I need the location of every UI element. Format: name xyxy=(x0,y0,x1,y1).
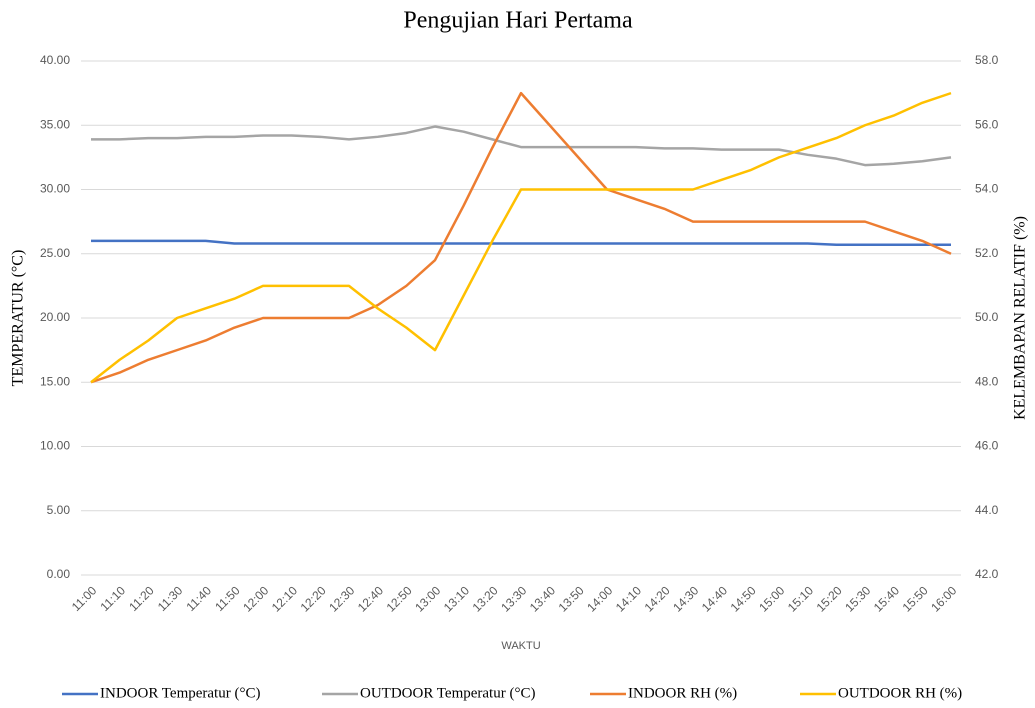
series-line xyxy=(91,125,952,167)
y-tick-label: 15.00 xyxy=(40,374,70,388)
y2-tick-label: 50.0 xyxy=(975,310,999,324)
y-tick-label: 10.00 xyxy=(40,439,70,453)
chart-title: Pengujian Hari Pertama xyxy=(403,8,633,34)
series-line xyxy=(91,239,951,247)
x-tick-label: 13:30 xyxy=(498,583,529,614)
y-tick-label: 25.00 xyxy=(40,246,70,260)
y2-tick-label: 42.0 xyxy=(975,567,999,581)
legend-label: OUTDOOR RH (%) xyxy=(838,685,962,701)
x-tick-label: 12:40 xyxy=(355,583,386,614)
x-tick-label: 13:20 xyxy=(470,583,501,614)
x-tick-label: 15:20 xyxy=(814,583,845,614)
x-tick-label: 11:10 xyxy=(98,583,129,614)
x-tick-label: 14:40 xyxy=(699,583,730,614)
x-tick-label: 12:10 xyxy=(269,583,300,614)
x-tick-label: 14:10 xyxy=(613,583,644,614)
x-tick-label: 14:30 xyxy=(670,583,701,614)
x-tick-label: 12:30 xyxy=(326,583,357,614)
y2-tick-label: 46.0 xyxy=(975,439,999,453)
x-tick-label: 12:20 xyxy=(298,583,329,614)
legend-label: INDOOR Temperatur (°C) xyxy=(100,685,260,701)
x-tick-label: 15:40 xyxy=(871,583,902,614)
y2-tick-label: 54.0 xyxy=(975,182,999,196)
x-tick-label: 13:50 xyxy=(556,583,587,614)
y-tick-label: 0.00 xyxy=(47,567,71,581)
x-tick-label: 15:30 xyxy=(842,583,873,614)
x-tick-label: 15:50 xyxy=(900,583,931,614)
y2-tick-label: 58.0 xyxy=(975,53,999,67)
y2-tick-label: 52.0 xyxy=(975,246,999,260)
y-tick-label: 5.00 xyxy=(47,503,71,517)
x-tick-label: 12:00 xyxy=(240,583,271,614)
y-axis-title: TEMPERATUR (°C) xyxy=(10,250,27,387)
x-tick-label: 14:20 xyxy=(642,583,673,614)
x-tick-label: 12:50 xyxy=(384,583,415,614)
x-tick-label: 13:40 xyxy=(527,583,558,614)
x-tick-label: 13:00 xyxy=(412,583,443,614)
x-tick-label: 11:00 xyxy=(69,583,100,614)
y-tick-label: 35.00 xyxy=(40,117,70,131)
x-tick-label: 11:40 xyxy=(184,583,215,614)
x-tick-label: 11:20 xyxy=(126,583,157,614)
y2-tick-label: 56.0 xyxy=(975,117,999,131)
y-tick-label: 30.00 xyxy=(40,182,70,196)
x-tick-label: 16:00 xyxy=(928,583,959,614)
series-line xyxy=(90,91,952,384)
y2-axis-title: KELEMBAPAN RELATIF (%) xyxy=(1012,216,1029,420)
x-axis-title: WAKTU xyxy=(501,640,540,652)
x-tick-label: 11:50 xyxy=(212,583,243,614)
y2-tick-label: 48.0 xyxy=(975,374,999,388)
legend-label: OUTDOOR Temperatur (°C) xyxy=(360,685,535,701)
x-tick-label: 14:00 xyxy=(584,583,615,614)
x-tick-label: 14:50 xyxy=(728,583,759,614)
y-tick-label: 20.00 xyxy=(40,310,70,324)
series-line xyxy=(90,91,952,384)
y2-tick-label: 44.0 xyxy=(975,503,999,517)
legend-label: INDOOR RH (%) xyxy=(628,685,737,701)
x-tick-label: 15:10 xyxy=(785,583,816,614)
x-tick-label: 15:00 xyxy=(756,583,787,614)
x-tick-label: 11:30 xyxy=(155,583,186,614)
x-tick-label: 13:10 xyxy=(441,583,472,614)
y-tick-label: 40.00 xyxy=(40,53,70,67)
